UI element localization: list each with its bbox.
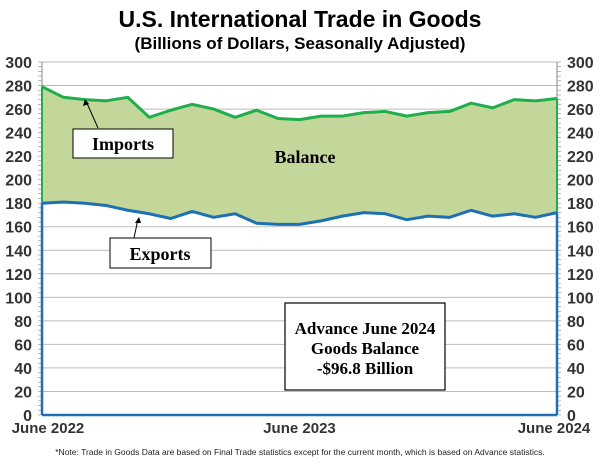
y-tick-label-right: 160	[567, 220, 594, 237]
balance-area	[42, 86, 557, 225]
footnote: *Note: Trade in Goods Data are based on …	[55, 447, 545, 457]
annotation-line: -$96.8 Billion	[317, 359, 414, 378]
chart-title: U.S. International Trade in Goods	[118, 6, 482, 32]
y-tick-label-left: 300	[5, 55, 32, 72]
y-tick-label-right: 200	[567, 173, 594, 190]
x-tick-label: June 2022	[12, 420, 85, 437]
y-tick-label-left: 80	[14, 314, 32, 331]
y-tick-label-left: 140	[5, 243, 32, 260]
x-tick-label: June 2023	[263, 420, 336, 437]
y-tick-label-left: 20	[14, 384, 32, 401]
imports-label: Imports	[92, 134, 154, 154]
y-tick-label-left: 180	[5, 196, 32, 213]
y-tick-label-right: 40	[567, 361, 585, 378]
y-tick-label-right: 60	[567, 337, 585, 354]
annotation-box	[284, 302, 446, 391]
y-tick-label-left: 160	[5, 220, 32, 237]
y-tick-label-left: 100	[5, 290, 32, 307]
y-tick-label-right: 140	[567, 243, 594, 260]
exports-label: Exports	[129, 244, 190, 264]
chart-subtitle: (Billions of Dollars, Seasonally Adjuste…	[134, 34, 466, 53]
arrowhead-icon	[83, 99, 89, 106]
y-tick-label-left: 220	[5, 149, 32, 166]
y-tick-label-right: 300	[567, 55, 594, 72]
y-tick-label-right: 20	[567, 384, 585, 401]
y-tick-label-right: 280	[567, 79, 594, 96]
y-tick-label-left: 0	[23, 408, 32, 425]
y-tick-label-left: 40	[14, 361, 32, 378]
imports-pointer	[85, 100, 99, 129]
y-tick-label-left: 60	[14, 337, 32, 354]
x-tick-label: June 2024	[518, 420, 591, 437]
y-tick-label-right: 80	[567, 314, 585, 331]
arrowhead-icon	[135, 217, 141, 223]
y-tick-label-right: 240	[567, 126, 594, 143]
series-line-exports	[41, 200, 558, 226]
y-tick-label-right: 180	[567, 196, 594, 213]
y-tick-label-left: 280	[5, 79, 32, 96]
y-tick-label-right: 100	[567, 290, 594, 307]
y-tick-label-left: 240	[5, 126, 32, 143]
series-line-imports	[41, 85, 558, 122]
y-tick-label-right: 0	[567, 408, 576, 425]
y-tick-label-right: 220	[567, 149, 594, 166]
y-tick-label-left: 120	[5, 267, 32, 284]
y-tick-label-right: 120	[567, 267, 594, 284]
exports-label-box	[109, 237, 212, 269]
y-tick-label-right: 260	[567, 102, 594, 119]
y-tick-label-left: 200	[5, 173, 32, 190]
balance-label: Balance	[275, 147, 336, 167]
annotation-line: Goods Balance	[311, 339, 420, 358]
y-tick-label-left: 260	[5, 102, 32, 119]
annotation-line: Advance June 2024	[295, 319, 436, 338]
imports-label-box	[72, 128, 174, 159]
